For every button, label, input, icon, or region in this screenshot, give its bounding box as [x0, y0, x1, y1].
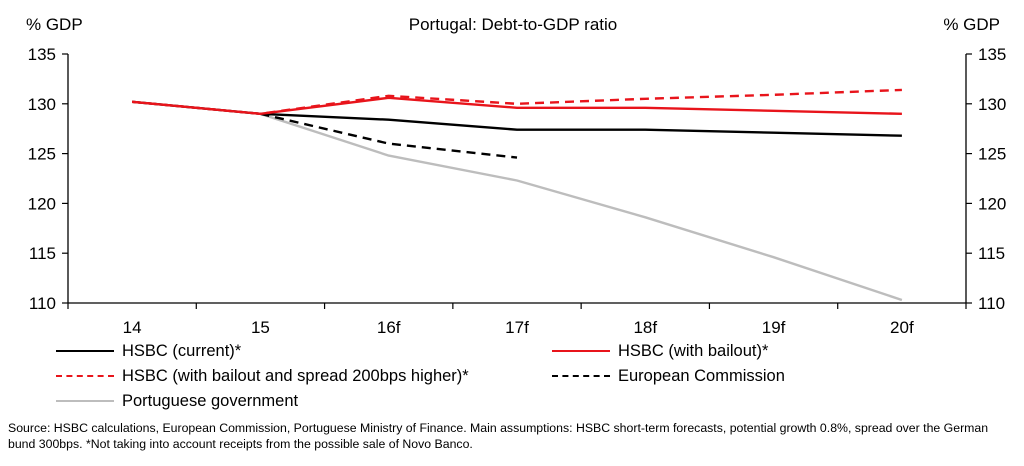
legend: HSBC (current)* HSBC (with bailout)* HSB… [0, 340, 1024, 412]
y-tick-label-right: 125 [978, 145, 1006, 164]
source-note: Source: HSBC calculations, European Comm… [8, 421, 989, 451]
legend-label: HSBC (with bailout and spread 200bps hig… [122, 366, 469, 385]
y-tick-label-left: 125 [28, 145, 56, 164]
y-tick-label-left: 135 [28, 45, 56, 64]
legend-swatch [56, 375, 114, 377]
x-tick-label: 18f [633, 318, 657, 337]
y-tick-label-right: 115 [978, 244, 1005, 263]
series-line [131, 100, 903, 302]
legend-swatch [552, 350, 610, 352]
y-tick-label-left: 130 [28, 95, 56, 114]
legend-swatch [552, 375, 610, 377]
legend-label: HSBC (current)* [122, 341, 242, 360]
y-axis-label-right: % GDP [943, 15, 1000, 34]
legend-swatch [56, 400, 114, 402]
x-tick-label: 20f [890, 318, 914, 337]
legend-label: European Commission [618, 366, 785, 385]
legend-item-hsbc-bailout-spread: HSBC (with bailout and spread 200bps hig… [56, 365, 469, 387]
chart-title: Portugal: Debt-to-GDP ratio [409, 15, 618, 34]
legend-label: Portuguese government [122, 391, 299, 410]
y-tick-label-left: 110 [29, 294, 56, 313]
y-axis-label-left: % GDP [26, 15, 83, 34]
legend-item-portuguese-government: Portuguese government [56, 390, 298, 412]
legend-item-hsbc-bailout: HSBC (with bailout)* [552, 340, 768, 362]
legend-item-hsbc-current: HSBC (current)* [56, 340, 241, 362]
chart-svg: Portugal: Debt-to-GDP ratio % GDP % GDP 110… [26, 15, 1006, 337]
y-tick-label-right: 130 [978, 95, 1006, 114]
x-tick-label: 16f [377, 318, 401, 337]
x-tick-label: 15 [251, 318, 270, 337]
x-tick-label: 19f [762, 318, 786, 337]
series-line [131, 96, 902, 116]
y-tick-label-right: 110 [978, 294, 1005, 313]
y-tick-label-right: 135 [978, 45, 1006, 64]
y-tick-label-left: 120 [28, 194, 56, 213]
chart: Portugal: Debt-to-GDP ratio % GDP % GDP 110… [26, 15, 1006, 337]
legend-label: HSBC (with bailout)* [618, 341, 769, 360]
series-line [260, 112, 518, 159]
y-tick-label-left: 115 [29, 244, 56, 263]
y-tick-label-right: 120 [978, 194, 1006, 213]
legend-swatch [56, 350, 114, 352]
x-tick-label: 17f [505, 318, 529, 337]
legend-item-european-commission: European Commission [552, 365, 785, 387]
x-tick-label: 14 [123, 318, 142, 337]
